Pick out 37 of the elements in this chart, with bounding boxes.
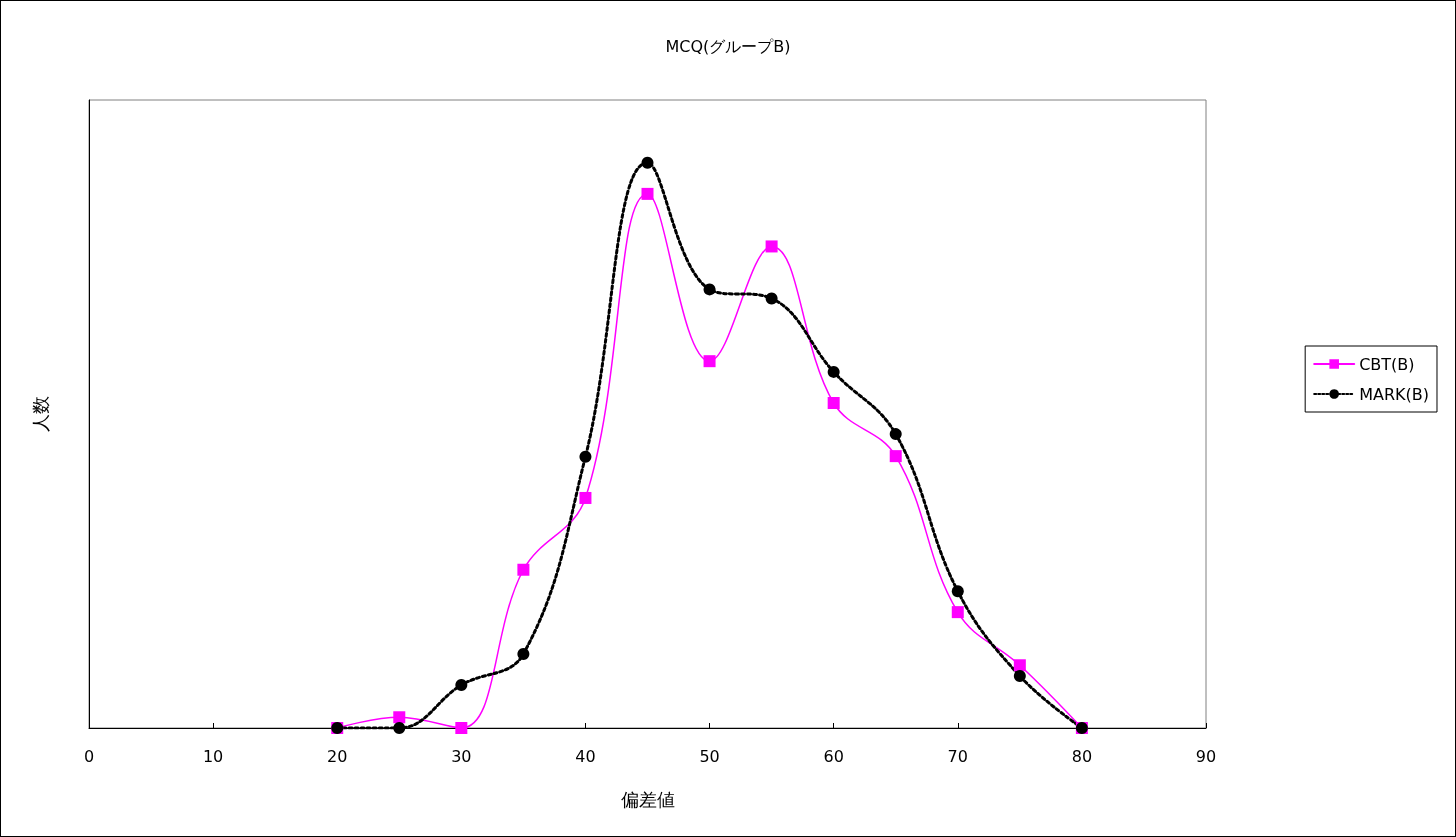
x-tick-label: 70 [947, 746, 968, 766]
point [393, 711, 406, 724]
point [579, 491, 592, 504]
x-tick-label: 30 [451, 746, 472, 766]
legend-label: CBT(B) [1359, 354, 1415, 374]
point [889, 428, 902, 441]
y-axis-title: 人数 [29, 396, 51, 432]
x-tick-label: 40 [575, 746, 596, 766]
x-tick-label: 80 [1071, 746, 1093, 766]
point [455, 679, 468, 692]
point [455, 722, 468, 734]
point [393, 722, 406, 734]
point [1013, 670, 1026, 682]
x-tick-label: 10 [202, 746, 224, 766]
point [641, 156, 654, 169]
point [703, 355, 716, 368]
point [641, 187, 654, 200]
point [951, 606, 964, 619]
x-tick-label: 20 [327, 746, 348, 766]
point [827, 365, 840, 378]
legend-label: MARK(B) [1359, 384, 1430, 404]
point [517, 647, 530, 660]
point [579, 450, 592, 463]
point [517, 563, 530, 576]
point [951, 585, 964, 598]
point [765, 240, 778, 253]
chart-title: MCQ(グループB) [665, 36, 791, 56]
x-tick-label: 90 [1195, 746, 1217, 766]
point [1013, 659, 1026, 672]
x-axis-title: 偏差値 [620, 788, 675, 810]
x-tick-label: 60 [823, 746, 844, 766]
x-tick-label: 50 [699, 746, 720, 766]
point [703, 283, 716, 296]
point [765, 292, 778, 305]
point [827, 397, 840, 410]
point [889, 450, 902, 463]
x-tick-label: 0 [83, 746, 95, 766]
